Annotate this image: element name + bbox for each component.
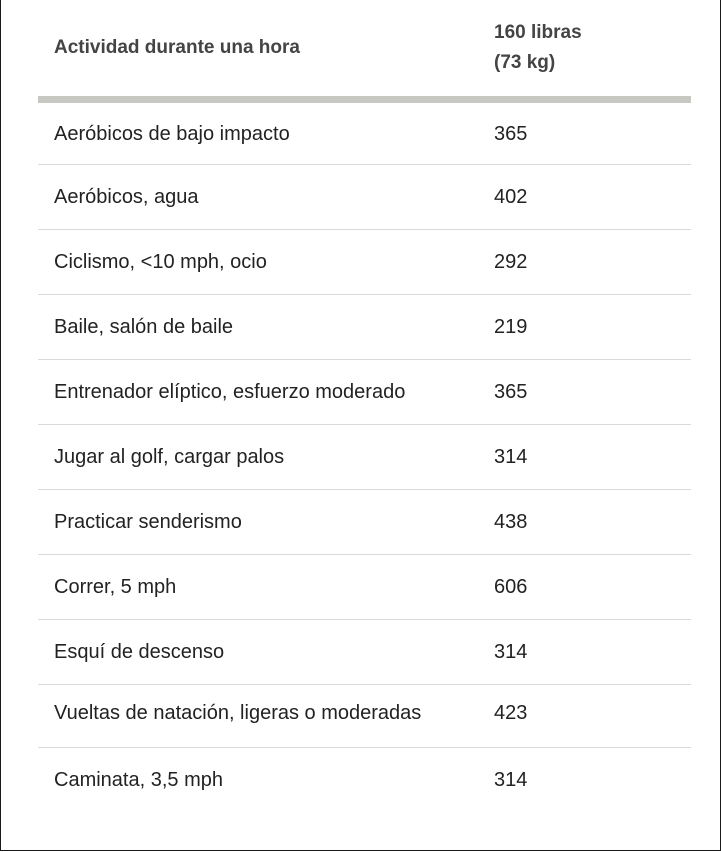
table-row: Jugar al golf, cargar palos 314 [38, 424, 691, 490]
activity-cell: Practicar senderismo [38, 489, 478, 555]
activity-cell: Caminata, 3,5 mph [54, 769, 223, 792]
table-row: Esquí de descenso 314 [38, 619, 691, 685]
table-row: Vueltas de natación, ligeras o moderadas… [38, 684, 691, 748]
calories-cell: 314 [478, 424, 691, 490]
activity-cell: Entrenador elíptico, esfuerzo moderado [38, 359, 478, 425]
calories-cell: 219 [478, 294, 691, 360]
activity-cell: Ciclismo, <10 mph, ocio [38, 229, 478, 295]
table-row: Practicar senderismo 438 [38, 489, 691, 555]
table-row: Caminata, 3,5 mph 314 [38, 748, 691, 813]
calories-cell: 438 [478, 489, 691, 555]
calories-cell: 402 [478, 164, 691, 230]
table-row: Ciclismo, <10 mph, ocio 292 [38, 229, 691, 295]
activity-cell: Correr, 5 mph [38, 554, 478, 620]
activity-cell: Aeróbicos de bajo impacto [38, 99, 478, 165]
activity-cell: Vueltas de natación, ligeras o moderadas [38, 684, 478, 748]
calorie-table: Actividad durante una hora 160 libras (7… [38, 0, 691, 813]
header-activity: Actividad durante una hora [38, 0, 478, 103]
table-row: Correr, 5 mph 606 [38, 554, 691, 620]
table-row: Entrenador elíptico, esfuerzo moderado 3… [38, 359, 691, 425]
header-weight: 160 libras (73 kg) [478, 0, 691, 103]
calories-cell: 606 [478, 554, 691, 620]
calories-cell: 314 [494, 769, 528, 792]
activity-cell: Aeróbicos, agua [38, 164, 478, 230]
table-header-row: Actividad durante una hora 160 libras (7… [38, 0, 691, 103]
table-row: Aeróbicos, agua 402 [38, 164, 691, 230]
table-row: Aeróbicos de bajo impacto 365 [38, 99, 691, 165]
calories-cell: 314 [478, 619, 691, 685]
table-row: Baile, salón de baile 219 [38, 294, 691, 360]
header-weight-line2: (73 kg) [494, 52, 556, 73]
calories-cell: 365 [478, 99, 691, 165]
calories-cell: 423 [478, 684, 691, 748]
header-weight-line1: 160 libras [494, 22, 582, 43]
activity-cell: Jugar al golf, cargar palos [38, 424, 478, 490]
activity-cell: Baile, salón de baile [38, 294, 478, 360]
calories-cell: 365 [478, 359, 691, 425]
calories-cell: 292 [478, 229, 691, 295]
activity-cell: Esquí de descenso [38, 619, 478, 685]
